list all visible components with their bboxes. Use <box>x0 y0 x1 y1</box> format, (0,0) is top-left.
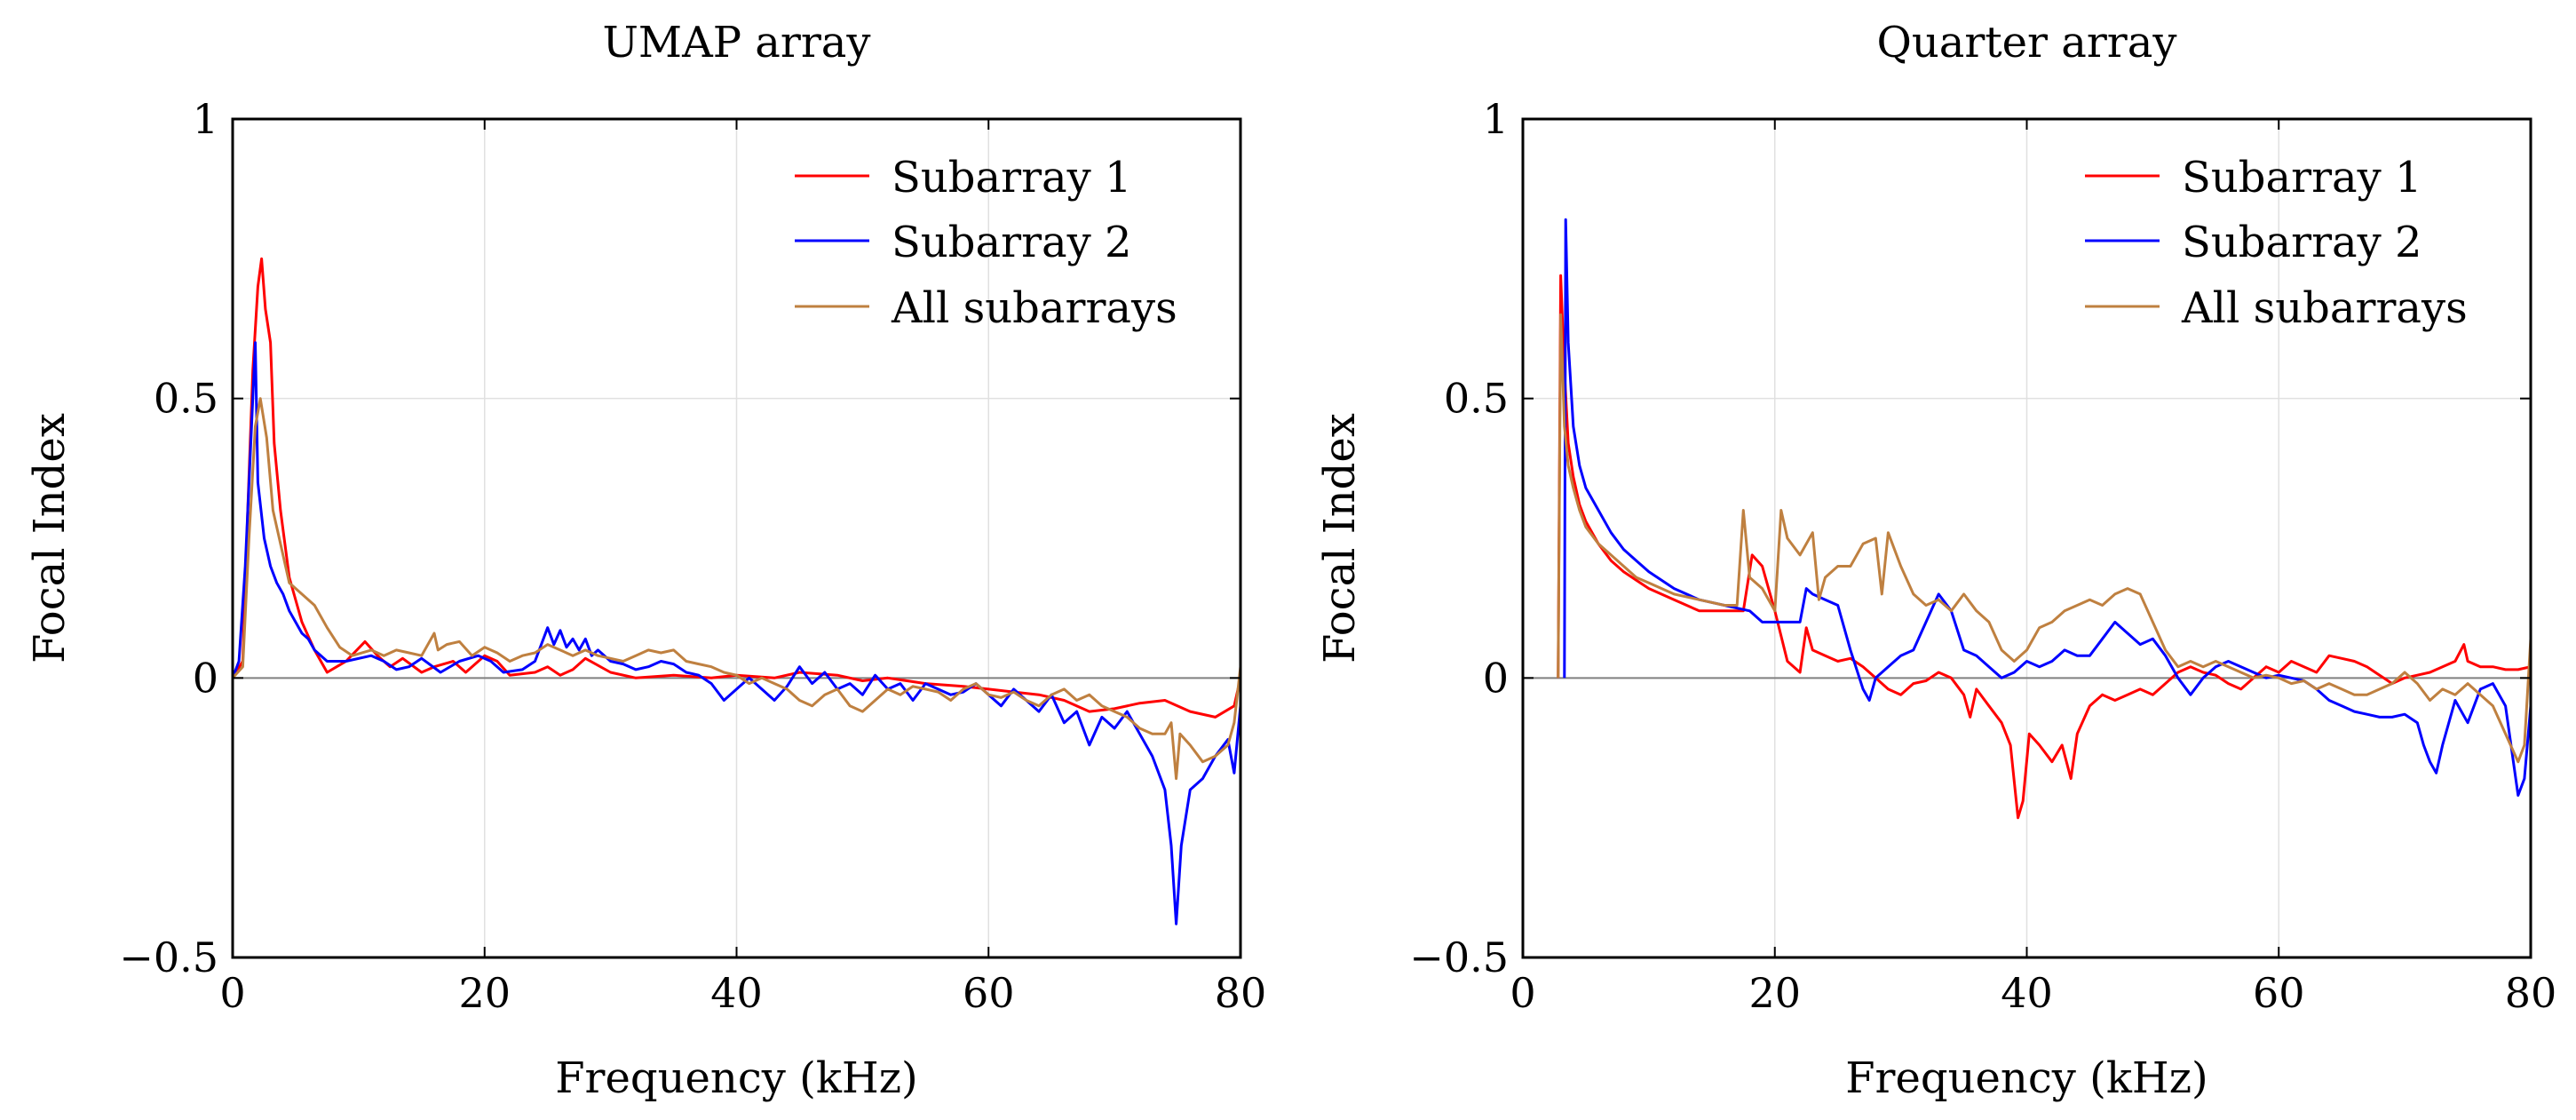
series-line-all-subarrays <box>1557 313 2531 764</box>
legend-label: All subarrays <box>891 283 1177 333</box>
y-tick-label: 0 <box>193 654 218 702</box>
x-tick-label: 0 <box>1510 969 1535 1017</box>
legend-label: Subarray 2 <box>2182 218 2422 267</box>
legend-label: All subarrays <box>2181 283 2468 333</box>
y-tick-label: −0.5 <box>1409 933 1509 981</box>
y-axis-label: Focal Index <box>25 413 75 663</box>
x-axis-label: Frequency (kHz) <box>555 1053 918 1103</box>
legend-label: Subarray 2 <box>892 218 1132 267</box>
x-tick-label: 80 <box>2505 969 2557 1017</box>
x-tick-label: 60 <box>963 969 1015 1017</box>
x-tick-label: 20 <box>1748 969 1801 1017</box>
legend: Subarray 1 Subarray 2 All subarrays <box>2085 153 2468 333</box>
x-axis-label: Frequency (kHz) <box>1845 1053 2208 1103</box>
x-tick-label: 40 <box>2001 969 2053 1017</box>
x-tick-label: 80 <box>1215 969 1267 1017</box>
x-tick-label: 0 <box>219 969 245 1017</box>
series-line-all-subarrays <box>233 397 1240 781</box>
y-tick-label: 0.5 <box>1444 375 1509 423</box>
chart-title: UMAP array <box>602 18 870 68</box>
y-tick-label: 1 <box>1483 95 1509 143</box>
y-tick-label: 1 <box>193 95 218 143</box>
x-tick-label: 20 <box>458 969 511 1017</box>
y-tick-label: 0 <box>1483 654 1509 702</box>
legend-label: Subarray 1 <box>892 153 1132 203</box>
legend-label: Subarray 1 <box>2182 153 2422 203</box>
x-tick-label: 60 <box>2253 969 2305 1017</box>
y-tick-label: −0.5 <box>119 933 218 981</box>
series-line-subarray-2 <box>1563 218 2531 797</box>
series-line-subarray-1 <box>233 257 1240 719</box>
y-tick-label: 0.5 <box>154 375 218 423</box>
series-line-subarray-1 <box>1557 274 2531 820</box>
series-line-subarray-2 <box>233 341 1240 925</box>
chart-title: Quarter array <box>1877 18 2177 68</box>
x-tick-label: 40 <box>710 969 763 1017</box>
y-axis-label: Focal Index <box>1315 413 1365 663</box>
legend: Subarray 1 Subarray 2 All subarrays <box>795 153 1177 333</box>
